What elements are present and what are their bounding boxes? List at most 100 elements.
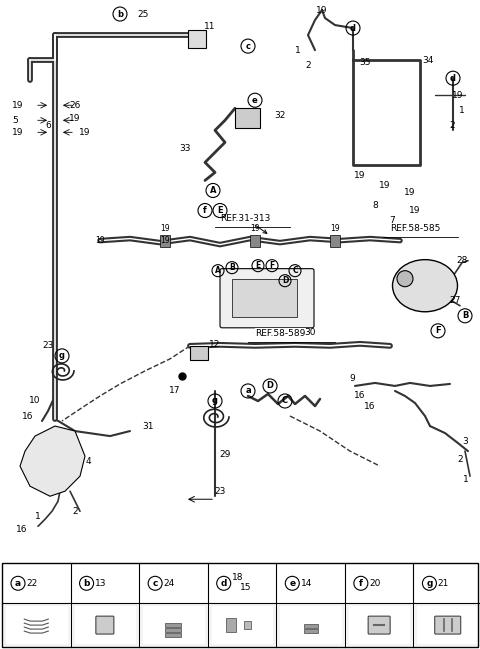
- Text: 7: 7: [389, 216, 395, 225]
- Text: 10: 10: [29, 397, 41, 406]
- Text: 33: 33: [179, 144, 191, 153]
- Text: 23: 23: [214, 487, 226, 496]
- Text: 19: 19: [452, 91, 464, 100]
- Text: 19: 19: [12, 101, 24, 110]
- Text: e: e: [252, 96, 258, 104]
- Text: 16: 16: [22, 411, 34, 421]
- Text: 2: 2: [457, 455, 463, 463]
- Text: c: c: [245, 42, 251, 51]
- Text: g: g: [426, 579, 432, 588]
- Text: B: B: [229, 263, 235, 272]
- Bar: [190, 346, 208, 360]
- Bar: [5, 605, 69, 645]
- Text: REF.31-313: REF.31-313: [220, 214, 270, 234]
- Text: 22: 22: [26, 579, 37, 588]
- Bar: [303, 624, 318, 628]
- Text: 11: 11: [204, 21, 216, 31]
- Text: 19: 19: [354, 171, 366, 180]
- Text: 32: 32: [274, 111, 286, 120]
- Text: 16: 16: [354, 391, 366, 400]
- Text: D: D: [282, 276, 288, 285]
- Bar: [226, 618, 236, 632]
- Text: C: C: [292, 266, 298, 275]
- Text: f: f: [359, 579, 363, 588]
- Text: e: e: [289, 579, 295, 588]
- Text: g: g: [212, 397, 218, 406]
- Bar: [211, 605, 274, 645]
- Polygon shape: [20, 426, 85, 496]
- Text: F: F: [269, 261, 275, 270]
- Ellipse shape: [393, 260, 457, 312]
- Text: F: F: [435, 326, 441, 336]
- FancyBboxPatch shape: [220, 269, 314, 328]
- Bar: [235, 108, 260, 129]
- Text: 19: 19: [379, 181, 391, 190]
- Text: 1: 1: [295, 45, 301, 55]
- Text: 9: 9: [349, 374, 355, 384]
- Bar: [279, 605, 343, 645]
- Bar: [142, 605, 206, 645]
- Text: REF.58-585: REF.58-585: [390, 223, 440, 232]
- Text: B: B: [462, 312, 468, 320]
- Text: 6: 6: [45, 121, 51, 130]
- Text: 19: 19: [160, 224, 170, 233]
- Bar: [166, 623, 181, 627]
- Text: 31: 31: [142, 422, 154, 430]
- Text: C: C: [282, 397, 288, 406]
- Text: 8: 8: [372, 201, 378, 210]
- Text: 19: 19: [404, 188, 416, 197]
- Text: 4: 4: [85, 457, 91, 465]
- Text: 27: 27: [449, 296, 461, 305]
- Text: 24: 24: [164, 579, 175, 588]
- Text: 23: 23: [42, 341, 54, 350]
- Text: A: A: [215, 266, 221, 275]
- Text: d: d: [350, 23, 356, 32]
- FancyBboxPatch shape: [96, 616, 114, 634]
- Text: 18: 18: [232, 573, 243, 582]
- Bar: [303, 629, 318, 633]
- Text: 1: 1: [35, 512, 41, 520]
- Bar: [73, 605, 137, 645]
- Text: 15: 15: [240, 583, 252, 592]
- Text: 19: 19: [95, 236, 105, 245]
- Bar: [330, 234, 340, 247]
- Text: g: g: [59, 351, 65, 360]
- Text: 2: 2: [72, 507, 78, 516]
- FancyBboxPatch shape: [368, 616, 390, 634]
- Text: E: E: [255, 261, 261, 270]
- Text: d: d: [450, 74, 456, 82]
- Text: 16: 16: [364, 402, 376, 411]
- Bar: [166, 628, 181, 632]
- Text: A: A: [210, 186, 216, 195]
- Bar: [244, 621, 251, 629]
- Text: 19: 19: [330, 224, 340, 233]
- Text: 26: 26: [69, 101, 81, 110]
- Text: 19: 19: [12, 128, 24, 137]
- Text: d: d: [220, 579, 227, 588]
- Bar: [160, 234, 170, 247]
- Text: 12: 12: [209, 340, 221, 349]
- Text: 25: 25: [137, 10, 149, 19]
- Bar: [232, 278, 297, 317]
- Circle shape: [397, 271, 413, 287]
- Text: 5: 5: [12, 116, 18, 125]
- Text: 2: 2: [449, 121, 455, 130]
- Text: f: f: [203, 206, 207, 215]
- Text: 19: 19: [409, 206, 421, 215]
- Text: E: E: [217, 206, 223, 215]
- Text: REF.58-589: REF.58-589: [255, 329, 305, 338]
- Text: D: D: [266, 382, 274, 391]
- Bar: [250, 234, 260, 247]
- Text: 14: 14: [300, 579, 312, 588]
- Text: 19: 19: [160, 236, 170, 245]
- Text: 35: 35: [359, 58, 371, 67]
- FancyBboxPatch shape: [435, 616, 461, 634]
- Bar: [348, 605, 411, 645]
- Text: 17: 17: [169, 386, 181, 395]
- Bar: [417, 605, 480, 645]
- Text: 34: 34: [422, 56, 434, 65]
- Text: c: c: [153, 579, 158, 588]
- Bar: [166, 633, 181, 637]
- Text: a: a: [15, 579, 21, 588]
- Text: 19: 19: [69, 114, 81, 123]
